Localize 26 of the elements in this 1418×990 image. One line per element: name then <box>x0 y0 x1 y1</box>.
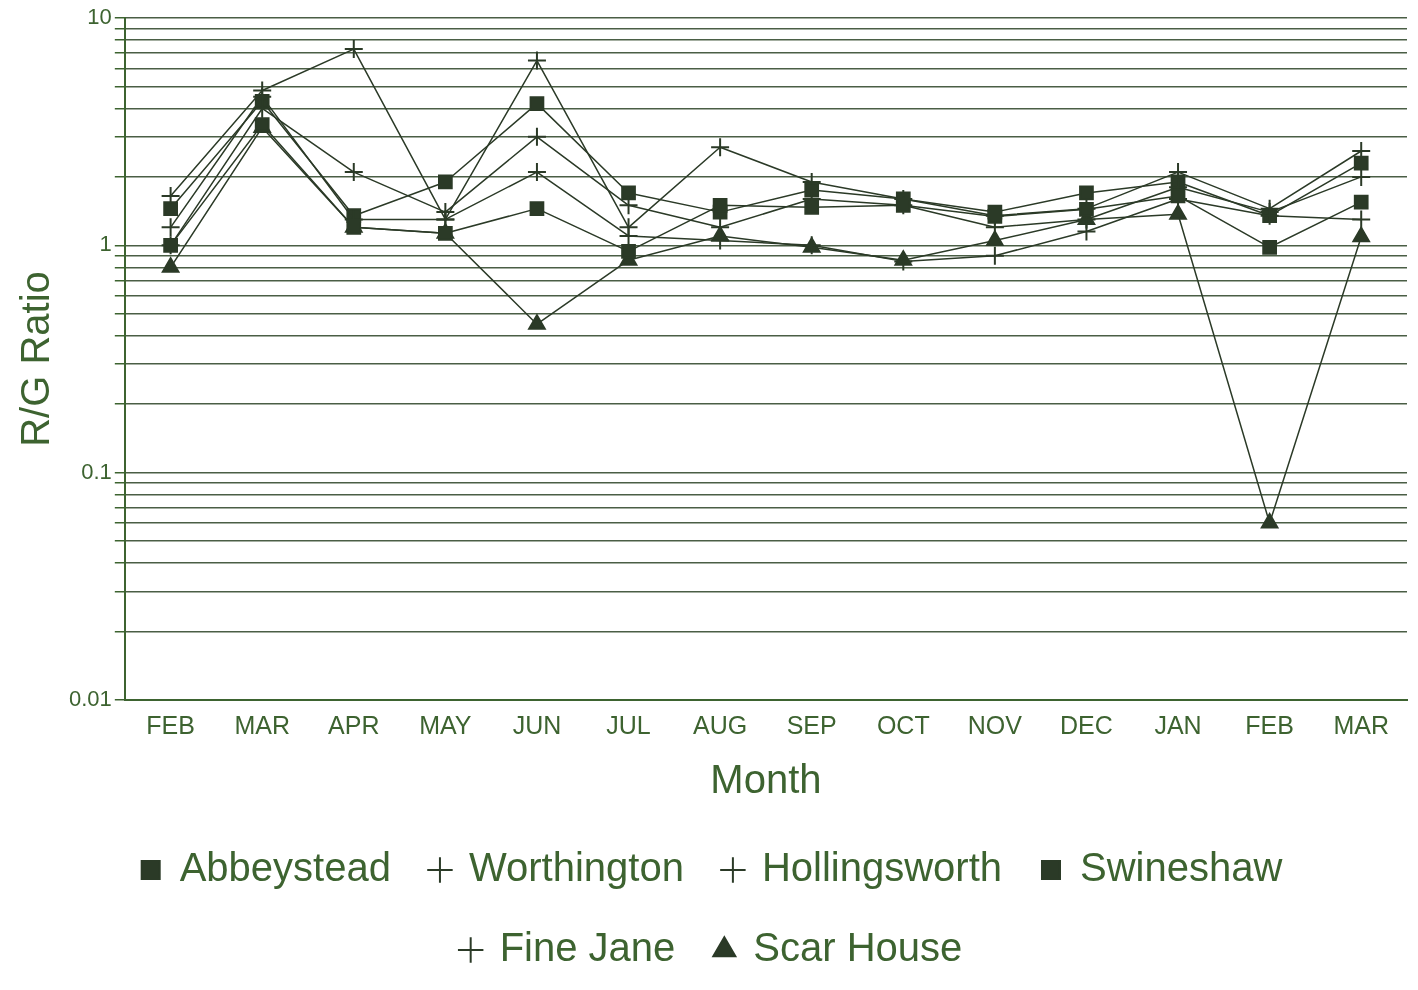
x-tick-label: JUL <box>606 710 651 739</box>
y-tick-label: 0.01 <box>68 686 112 712</box>
x-tick-label: JUN <box>512 710 562 739</box>
y-tick-label: 10 <box>87 4 112 30</box>
x-tick-label: FEB <box>1245 710 1294 739</box>
y-axis-title: R/G Ratio <box>13 271 58 447</box>
x-tick-label: DEC <box>1060 710 1113 739</box>
y-tick-label: 1 <box>99 231 112 257</box>
x-tick-label: FEB <box>146 710 195 739</box>
x-tick-label: MAR <box>234 710 290 739</box>
legend-label: Worthington <box>468 845 684 890</box>
legend-label: Fine Jane <box>499 925 676 970</box>
x-tick-label: MAY <box>419 710 472 739</box>
legend-label: Scar House <box>753 925 963 970</box>
x-tick-label: AUG <box>693 710 748 739</box>
x-tick-label: NOV <box>967 710 1023 739</box>
x-tick-label: APR <box>328 710 380 739</box>
x-tick-label: OCT <box>876 710 930 739</box>
legend-label: Hollingsworth <box>761 845 1002 890</box>
legend-label: Swineshaw <box>1079 845 1283 890</box>
y-tick-label: 0.1 <box>81 458 112 484</box>
legend-label: Abbeystead <box>179 845 391 890</box>
x-tick-label: MAR <box>1333 710 1389 739</box>
x-tick-label: SEP <box>786 710 837 739</box>
x-tick-label: JAN <box>1154 710 1202 739</box>
x-axis-title: Month <box>710 757 822 802</box>
